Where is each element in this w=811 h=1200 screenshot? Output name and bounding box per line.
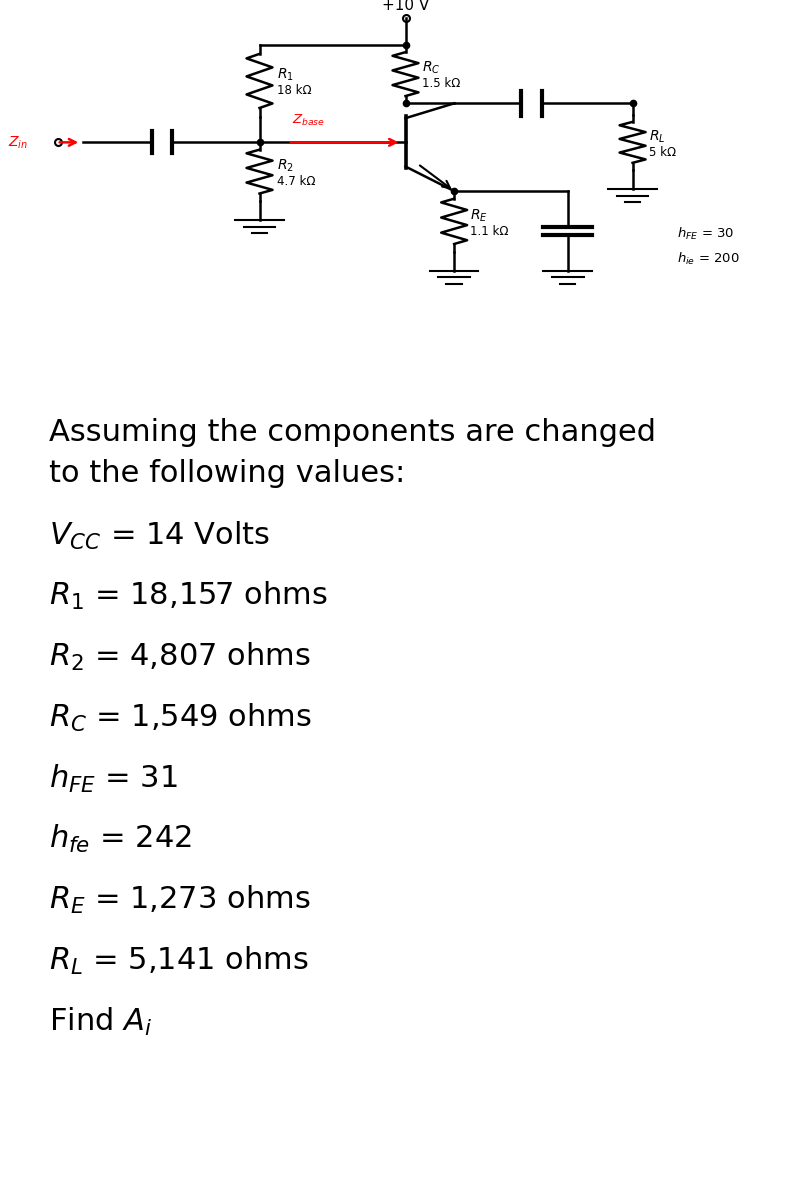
Text: $R_2$ = 4,807 ohms: $R_2$ = 4,807 ohms xyxy=(49,641,311,673)
Text: to the following values:: to the following values: xyxy=(49,458,405,488)
Text: $R_E$: $R_E$ xyxy=(470,208,488,223)
Text: $R_L$: $R_L$ xyxy=(649,128,665,145)
Text: $R_1$ = 18,157 ohms: $R_1$ = 18,157 ohms xyxy=(49,581,328,612)
Text: $R_1$: $R_1$ xyxy=(277,67,294,83)
Text: 1.5 kΩ: 1.5 kΩ xyxy=(422,77,460,90)
Text: $h_{FE}$ = 31: $h_{FE}$ = 31 xyxy=(49,763,178,794)
Text: 4.7 kΩ: 4.7 kΩ xyxy=(277,175,315,188)
Text: 18 kΩ: 18 kΩ xyxy=(277,84,312,97)
Text: +10 V: +10 V xyxy=(382,0,429,13)
Text: 1.1 kΩ: 1.1 kΩ xyxy=(470,224,508,238)
Text: $Z_{base}$: $Z_{base}$ xyxy=(292,113,324,127)
Text: $R_C$ = 1,549 ohms: $R_C$ = 1,549 ohms xyxy=(49,702,311,734)
Text: $V_{CC}$ = 14 Volts: $V_{CC}$ = 14 Volts xyxy=(49,520,270,552)
Text: $R_L$ = 5,141 ohms: $R_L$ = 5,141 ohms xyxy=(49,944,309,977)
Text: $h_{fe}$ = 242: $h_{fe}$ = 242 xyxy=(49,823,191,856)
Text: Find $A_i$: Find $A_i$ xyxy=(49,1006,152,1038)
Text: $R_E$ = 1,273 ohms: $R_E$ = 1,273 ohms xyxy=(49,884,311,917)
Text: $h_{FE}$ = 30: $h_{FE}$ = 30 xyxy=(677,226,735,242)
Text: $R_C$: $R_C$ xyxy=(422,60,440,77)
Text: $Z_{in}$: $Z_{in}$ xyxy=(8,134,28,150)
Text: $R_2$: $R_2$ xyxy=(277,157,294,174)
Text: 5 kΩ: 5 kΩ xyxy=(649,145,676,158)
Text: $h_{ie}$ = 200: $h_{ie}$ = 200 xyxy=(677,251,740,268)
Text: Assuming the components are changed: Assuming the components are changed xyxy=(49,419,655,448)
